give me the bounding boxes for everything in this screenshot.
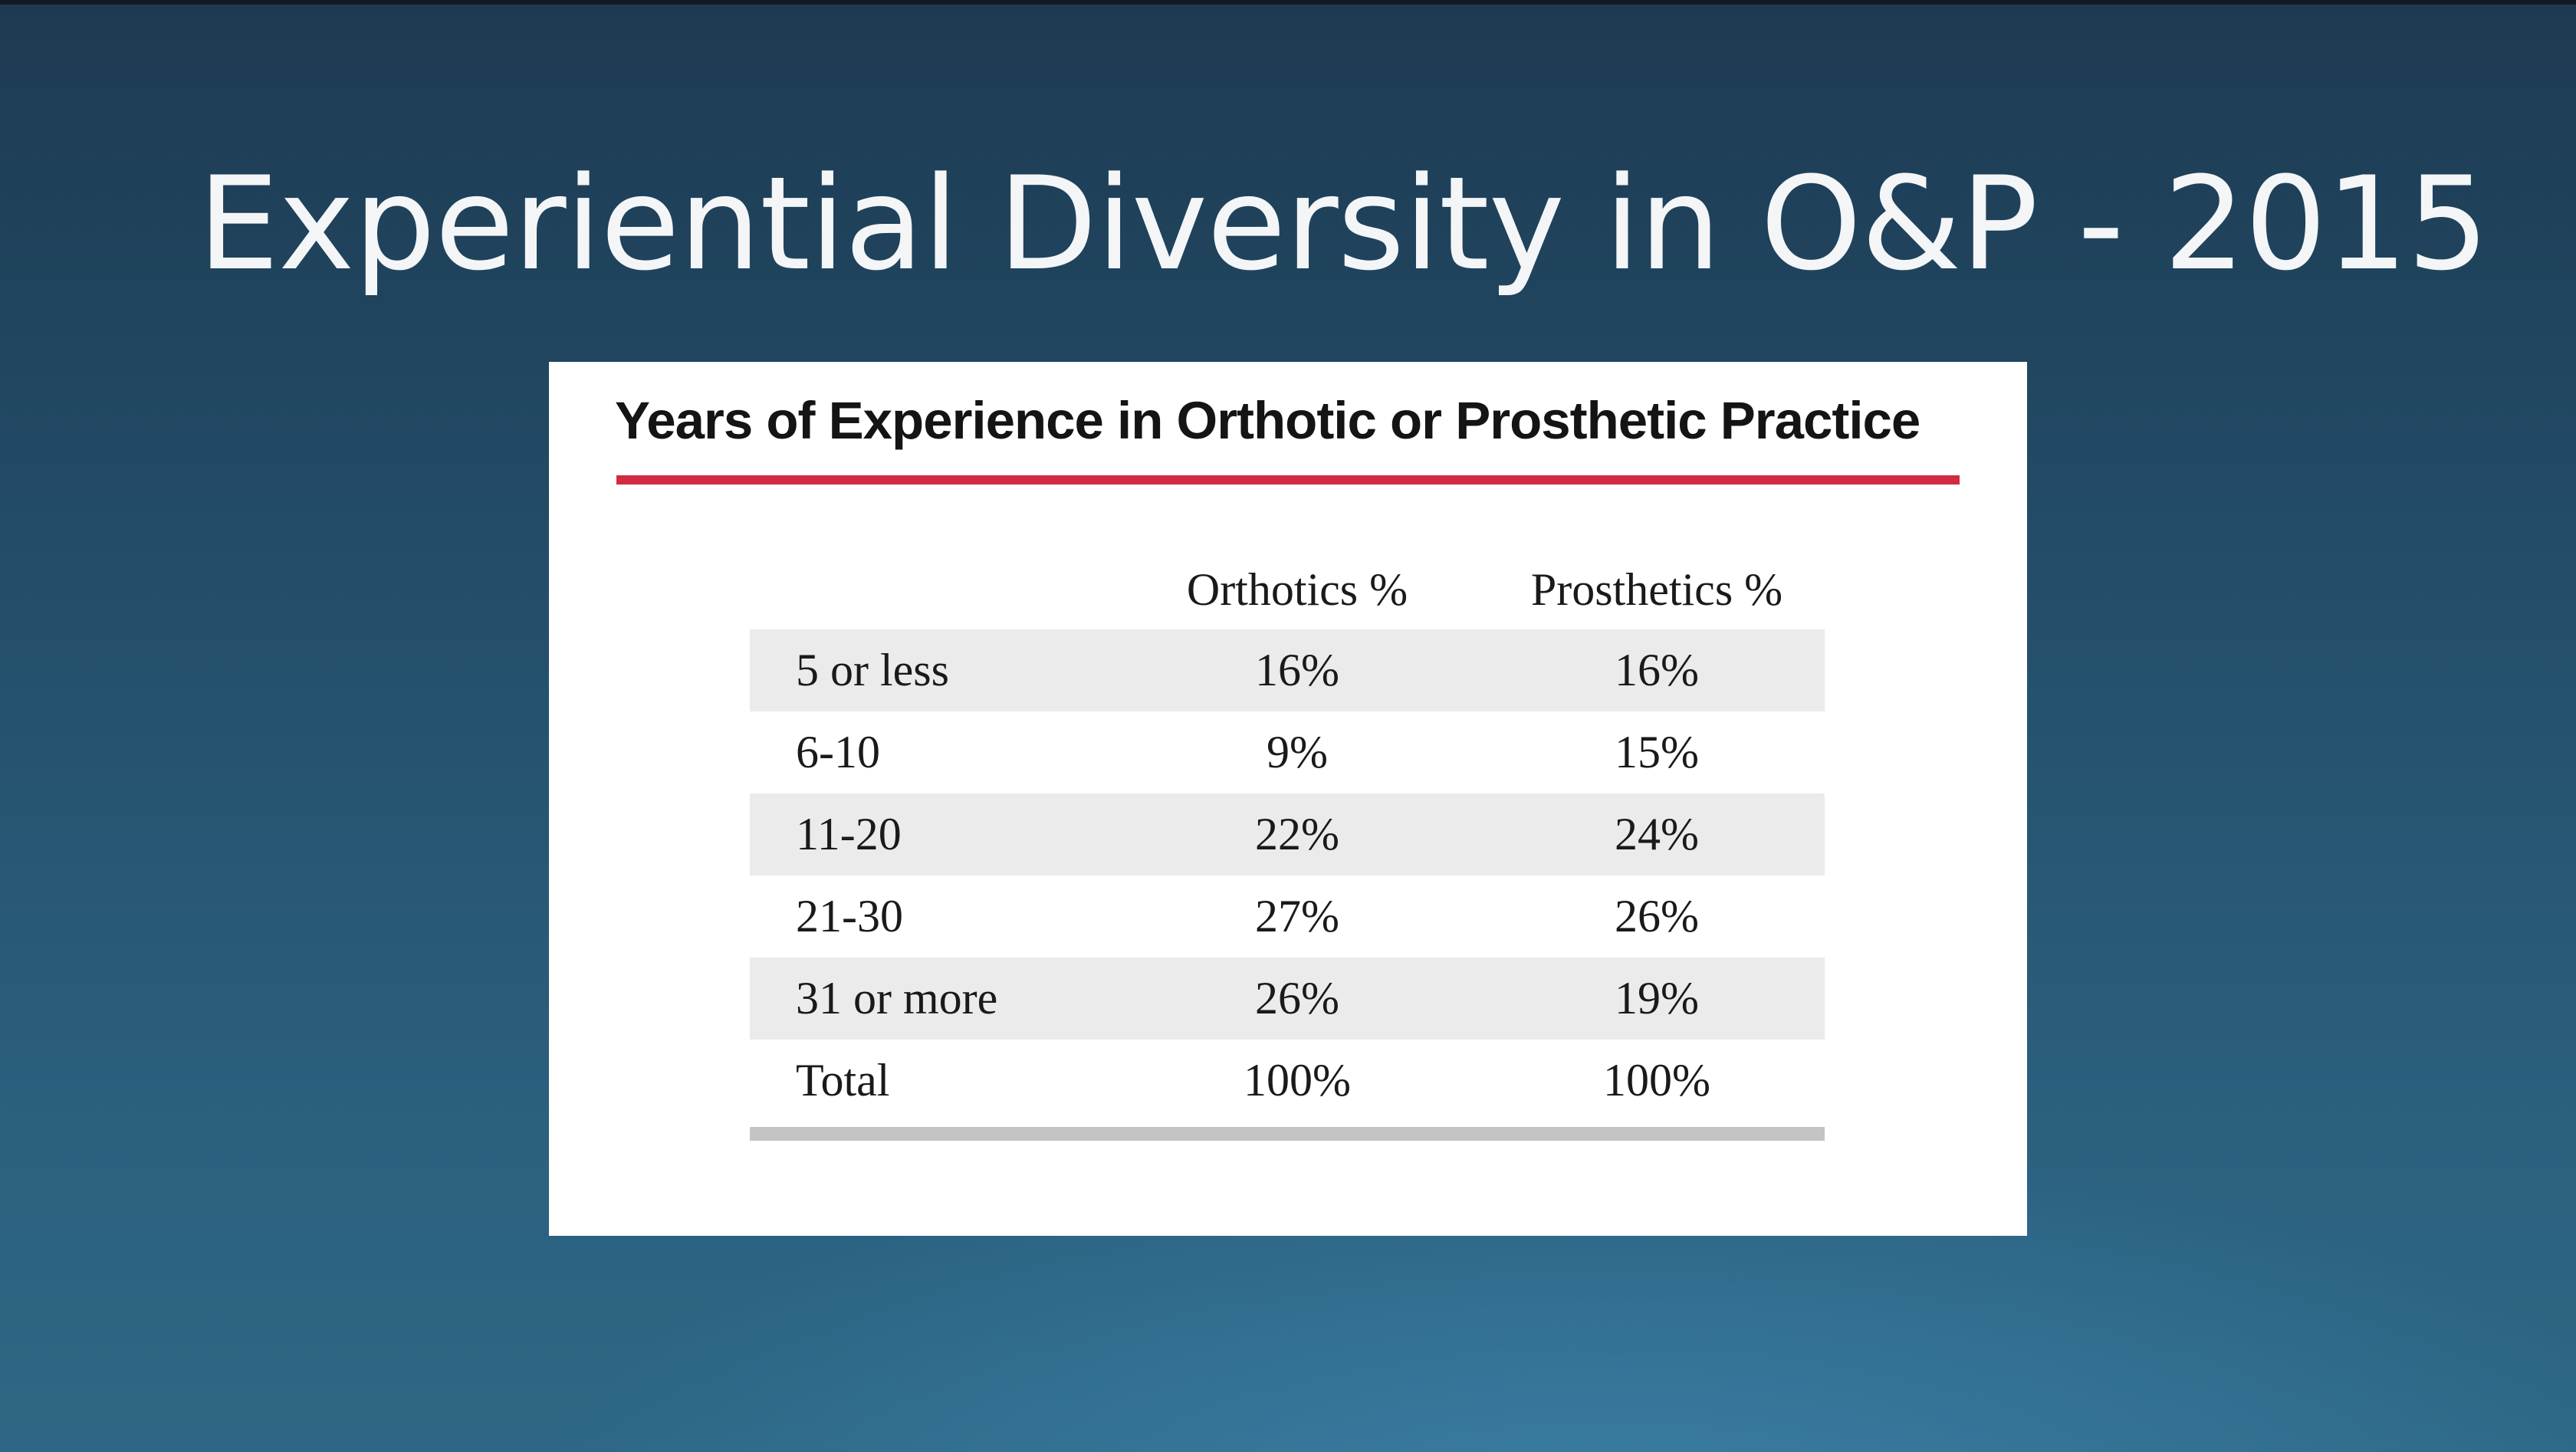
prosthetics-value: 15% [1615,727,1699,777]
orthotics-value: 26% [1106,958,1489,1040]
top-edge-rule [0,0,2576,5]
prosthetics-value: 26% [1615,891,1699,941]
orthotics-value: 9% [1267,727,1328,777]
table-row: 21-30 27% 26% [750,875,1825,958]
table-row-total: Total 100% 100% [750,1040,1825,1122]
table-row: 5 or less 16% 16% [750,629,1825,711]
table-bottom-rule [750,1127,1825,1141]
table-row: 6-10 9% 15% [750,711,1825,793]
prosthetics-value: 24% [1489,793,1825,875]
header-cell-prosthetics: Prosthetics % [1530,563,1783,615]
heading-accent-rule [616,475,1960,485]
orthotics-value: 16% [1106,629,1489,711]
header-cell-orthotics: Orthotics % [1186,563,1408,615]
prosthetics-value: 100% [1603,1055,1710,1105]
orthotics-value: 100% [1244,1055,1351,1105]
table-row: 31 or more 26% 19% [750,958,1825,1040]
slide-title: Experiential Diversity in O&P - 2015 [198,149,2489,299]
row-label: 6-10 [796,727,880,777]
table-heading: Years of Experience in Orthotic or Prost… [615,391,1921,450]
row-label: 11-20 [750,793,1106,875]
table-header-row: Orthotics % Prosthetics % [750,550,1825,629]
row-label: Total [796,1055,890,1105]
experience-table: Orthotics % Prosthetics % 5 or less 16% … [750,550,1825,1122]
prosthetics-value: 19% [1489,958,1825,1040]
table-figure: Years of Experience in Orthotic or Prost… [549,362,2027,1236]
row-label: 31 or more [750,958,1106,1040]
orthotics-value: 27% [1255,891,1339,941]
orthotics-value: 22% [1106,793,1489,875]
header-cell-blank [750,550,1106,629]
prosthetics-value: 16% [1489,629,1825,711]
row-label: 21-30 [796,891,903,941]
table-row: 11-20 22% 24% [750,793,1825,875]
row-label: 5 or less [750,629,1106,711]
